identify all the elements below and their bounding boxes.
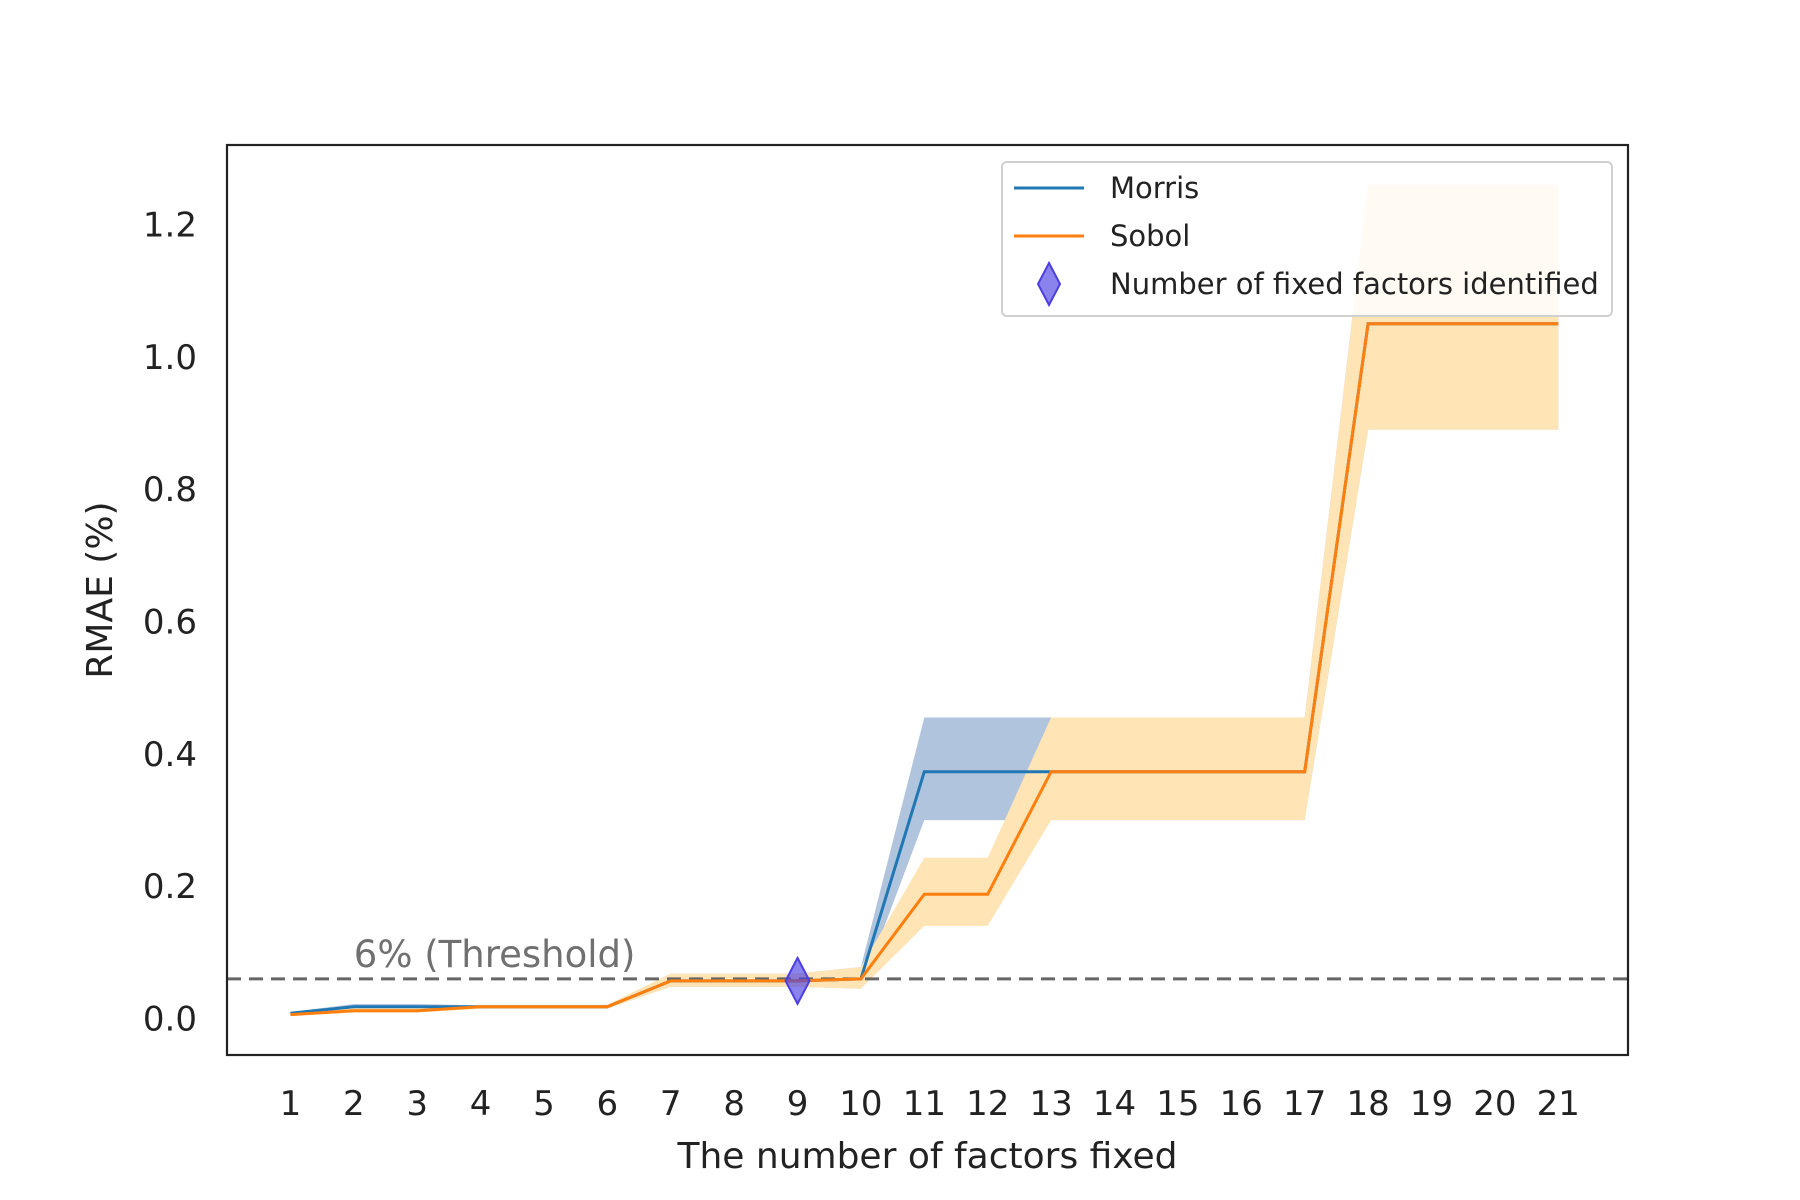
legend-label-marker: Number of fixed factors identified [1110, 267, 1599, 301]
line-sobol [290, 322, 1559, 1017]
x-axis-label: The number of factors fixed [676, 1136, 1177, 1177]
x-tick-label: 10 [839, 1084, 882, 1124]
legend-marker-icon [1036, 260, 1062, 308]
legend: Morris Sobol Number of fixed factors ident… [1001, 161, 1613, 317]
x-tick-label: 12 [966, 1084, 1009, 1124]
x-tick-label: 5 [533, 1084, 555, 1124]
y-axis-label: RMAE (%) [80, 501, 121, 678]
x-tick-label: 3 [406, 1084, 428, 1124]
x-tick-label: 4 [470, 1084, 492, 1124]
x-tick-label: 11 [903, 1084, 946, 1124]
series-lines [290, 322, 1559, 1017]
x-tick-label: 20 [1473, 1084, 1516, 1124]
threshold-group: 6% (Threshold) [227, 933, 1628, 981]
x-tick-label: 16 [1220, 1084, 1263, 1124]
y-tick-label: 1.0 [143, 338, 197, 378]
plot-frame [225, 143, 1630, 1057]
threshold-label: 6% (Threshold) [354, 933, 636, 976]
fixed-factors-marker [784, 955, 811, 1007]
y-ticks: 0.0 0.2 0.4 0.6 0.8 1.0 1.2 [143, 205, 197, 1039]
band-sobol [290, 184, 1559, 1016]
y-tick-label: 1.2 [143, 205, 197, 245]
x-ticks: 1 2 3 4 5 6 7 8 9 10 11 12 13 14 15 16 17 18 19 20 21 [280, 1084, 1580, 1124]
x-tick-label: 19 [1410, 1084, 1453, 1124]
x-tick-label: 8 [723, 1084, 745, 1124]
x-tick-label: 21 [1537, 1084, 1580, 1124]
legend-box [1001, 161, 1613, 317]
legend-label-morris: Morris [1110, 171, 1199, 205]
y-tick-label: 0.6 [143, 603, 197, 643]
x-tick-label: 1 [280, 1084, 302, 1124]
y-tick-label: 0.0 [143, 1000, 197, 1040]
x-tick-label: 7 [660, 1084, 682, 1124]
y-tick-label: 0.4 [143, 735, 197, 775]
x-tick-label: 2 [343, 1084, 365, 1124]
x-tick-label: 6 [597, 1084, 619, 1124]
x-tick-label: 18 [1346, 1084, 1389, 1124]
y-tick-label: 0.2 [143, 867, 197, 907]
confidence-bands [290, 184, 1559, 1016]
x-tick-label: 15 [1156, 1084, 1199, 1124]
x-tick-label: 13 [1029, 1084, 1072, 1124]
x-tick-label: 17 [1283, 1084, 1326, 1124]
x-tick-label: 14 [1093, 1084, 1136, 1124]
y-tick-label: 0.8 [143, 470, 197, 510]
legend-label-sobol: Sobol [1110, 219, 1190, 253]
marker-group [784, 955, 811, 1007]
x-tick-label: 9 [787, 1084, 809, 1124]
